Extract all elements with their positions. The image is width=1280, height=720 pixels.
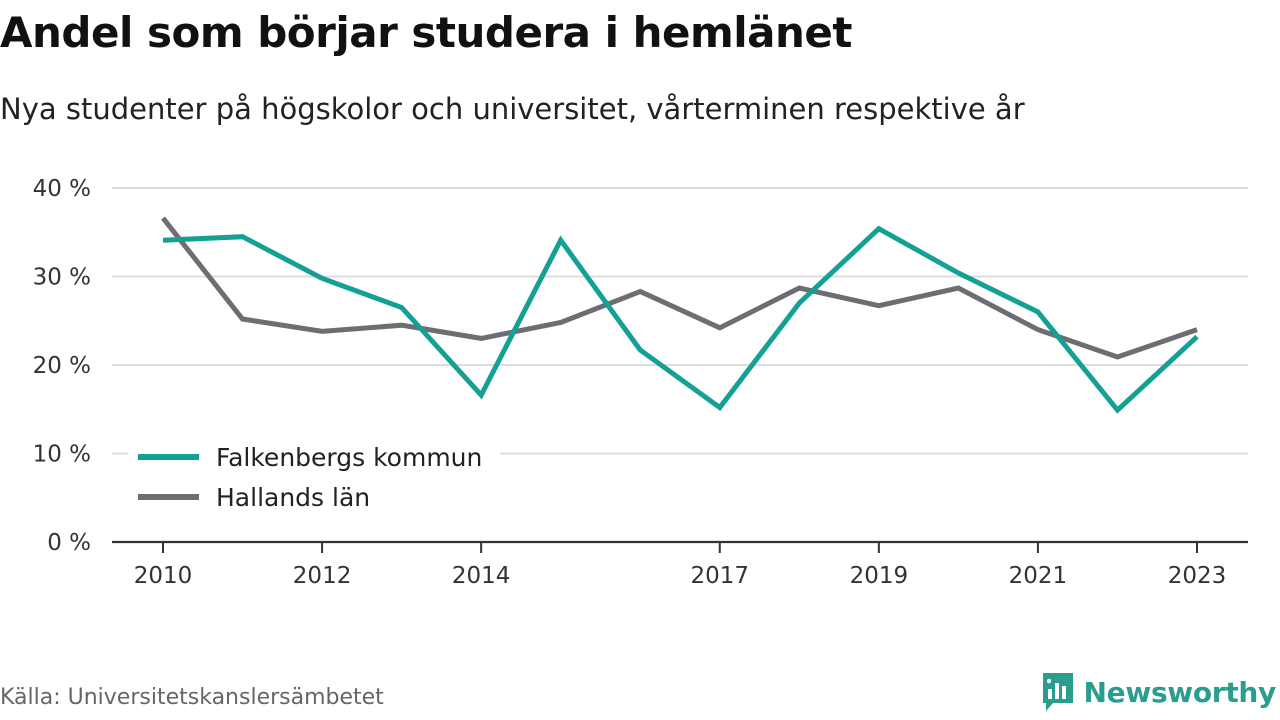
legend-label: Falkenbergs kommun — [216, 443, 482, 472]
chart-subtitle: Nya studenter på högskolor och universit… — [0, 92, 1025, 126]
series-line-hallands-lan — [161, 216, 1198, 360]
x-tick-label: 2021 — [1009, 563, 1068, 589]
series-line-falkenbergs-kommun — [162, 225, 1199, 414]
x-tick-label: 2019 — [850, 563, 909, 589]
source-note: Källa: Universitetskanslersämbetet — [0, 685, 384, 710]
y-axis-labels: 0 % 10 % 20 % 30 % 40 % — [33, 176, 91, 556]
x-tick-label: 2014 — [452, 563, 511, 589]
series-lines — [161, 216, 1199, 414]
x-tick-label: 2012 — [293, 563, 352, 589]
brand-logo: Newsworthy — [1040, 670, 1276, 714]
newsworthy-logo-icon — [1042, 673, 1073, 711]
brand-name: Newsworthy — [1083, 675, 1277, 709]
gridlines — [112, 187, 1248, 455]
y-tick-label: 10 % — [33, 442, 91, 468]
y-tick-label: 40 % — [33, 176, 91, 202]
y-tick-label: 0 % — [47, 530, 91, 556]
x-tick-label: 2010 — [134, 563, 193, 589]
legend-label: Hallands län — [216, 483, 370, 512]
x-axis: 2010 2012 2014 2017 2019 2021 2023 — [112, 540, 1248, 589]
x-tick-label: 2017 — [690, 563, 749, 589]
x-tick-label: 2023 — [1168, 563, 1227, 589]
y-tick-label: 20 % — [33, 353, 91, 379]
legend: Falkenbergs kommun Hallands län — [128, 432, 500, 524]
line-chart: 0 % 10 % 20 % 30 % 40 % 2010 2012 2014 2017 2019… — [33, 176, 1248, 589]
legend-background — [128, 432, 500, 524]
chart-title: Andel som börjar studera i hemlänet — [0, 8, 853, 57]
y-tick-label: 30 % — [33, 265, 91, 291]
